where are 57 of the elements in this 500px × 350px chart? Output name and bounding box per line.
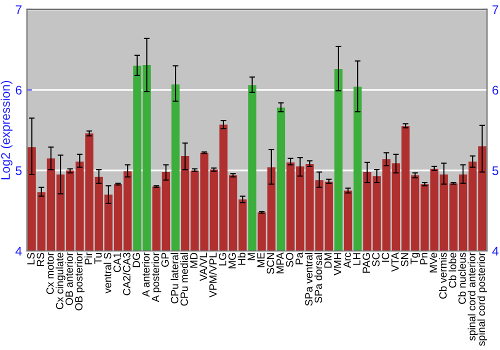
- x-tick-label: SCN: [266, 253, 274, 274]
- x-tick-label: MPA: [276, 252, 284, 274]
- x-tick-label: IC: [382, 252, 390, 262]
- x-tick-label: LH: [353, 253, 360, 265]
- y-tick-label: 7: [16, 5, 22, 14]
- y2-tick-label: 7: [492, 5, 498, 14]
- x-tick-label: CA2/CA3: [122, 252, 130, 296]
- x-tick-label: VTA: [391, 252, 399, 272]
- x-tick-label: Pn: [420, 253, 428, 264]
- x-tick-label: PAG: [362, 253, 370, 273]
- x-tick-label: SPa ventral: [304, 253, 313, 306]
- y-axis-title: Log2 (expression): [0, 80, 12, 180]
- y-tick-label: 4: [15, 246, 22, 256]
- x-tick-label: spinal cord anterior: [468, 252, 478, 341]
- x-tick-label: ventral S: [104, 252, 112, 294]
- x-tick-label: SO: [286, 252, 294, 267]
- x-tick-label: CPu medial: [180, 253, 188, 306]
- x-tick-label: Pa: [296, 252, 303, 264]
- x-tick-label: CPu lateral: [170, 253, 178, 304]
- x-tick-label: Cb nucleus: [458, 252, 466, 304]
- x-tick-label: A posterior: [152, 252, 162, 302]
- x-tick-label: MG: [228, 253, 236, 268]
- x-tick-label: Tg: [410, 253, 420, 264]
- x-tick-label: M: [248, 253, 255, 260]
- x-tick-label: OB posterior: [74, 252, 85, 310]
- x-tick-label: VPM/VPL: [209, 252, 217, 298]
- y2-tick-label: 4: [492, 246, 498, 256]
- x-tick-label: ME: [257, 252, 264, 268]
- x-tick-label: Pir: [84, 252, 92, 264]
- y2-tick-label: 5: [492, 166, 498, 176]
- x-tick-label: A anterior: [142, 252, 150, 297]
- y2-tick-label: 6: [492, 86, 498, 95]
- x-tick-label: Hb: [238, 252, 246, 265]
- x-tick-label: LG: [218, 253, 226, 266]
- x-tick-label: VA/VL: [199, 252, 208, 282]
- x-tick-label: Cx motor: [46, 252, 54, 294]
- x-tick-label: DM: [324, 253, 332, 268]
- x-tick-label: CA1: [113, 252, 121, 272]
- x-tick-label: spinal cord posterior: [477, 252, 488, 346]
- x-tick-label: Arc: [344, 252, 351, 268]
- x-tick-label: Cx cingulate: [56, 252, 66, 310]
- x-tick-label: Cb vermis: [439, 252, 447, 299]
- x-tick-label: Tu: [94, 253, 102, 264]
- x-tick-label: MVe: [430, 252, 438, 272]
- x-tick-label: RS: [36, 252, 44, 266]
- x-tick-label: GP: [161, 252, 169, 267]
- x-tick-label: VMH: [334, 253, 342, 276]
- x-tick-label: DG: [132, 253, 140, 268]
- x-tick-label: OB anterior: [65, 252, 73, 306]
- y-tick-label: 5: [16, 166, 22, 176]
- x-tick-label: MD: [190, 252, 198, 268]
- x-tick-label: SN: [400, 253, 408, 266]
- x-tick-label: SPa dorsal: [314, 253, 322, 303]
- x-tick-label: LS: [27, 252, 35, 264]
- x-tick-label: Cb lobe: [448, 252, 456, 288]
- y-tick-label: 6: [16, 86, 22, 95]
- x-tick-label: SC: [372, 252, 380, 266]
